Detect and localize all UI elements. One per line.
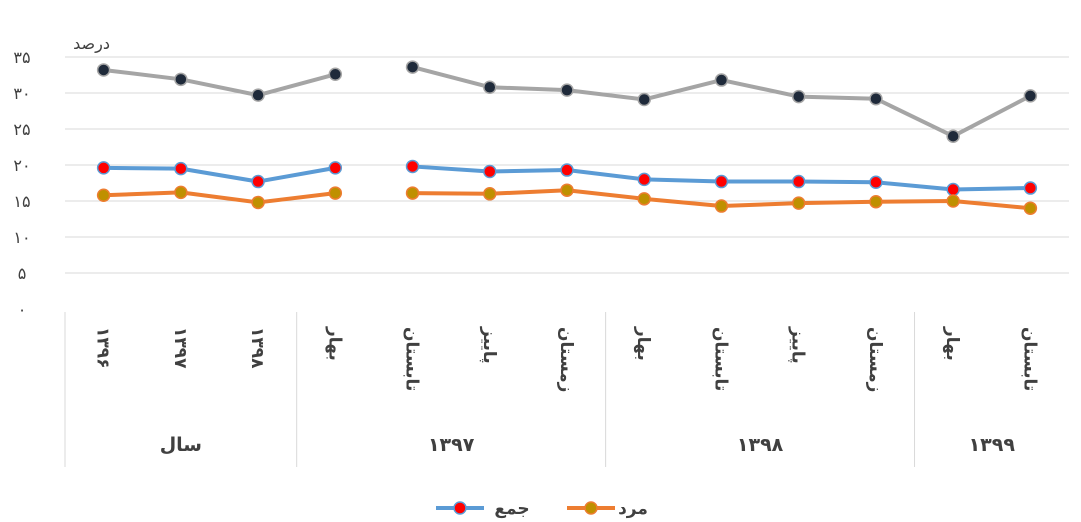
data-point	[251, 174, 265, 189]
y-tick-label: ۵	[18, 264, 27, 283]
data-point	[96, 63, 111, 77]
data-point	[791, 174, 806, 189]
data-point	[1023, 89, 1038, 103]
y-tick-label: ۱۵	[13, 192, 30, 211]
data-point	[174, 185, 188, 200]
x-axis-category-labels: ۱۳۹۶ ۱۳۹۷ ۱۳۹۸ بهار تابستان پاییز زمستان بهار تا…	[93, 326, 1040, 392]
y-tick-label: ۳۰	[13, 84, 30, 103]
x-category-label: تابستان	[710, 327, 730, 391]
x-category-label: ۱۳۹۸	[247, 327, 267, 369]
y-tick-label: ۳۵	[13, 48, 30, 67]
data-point	[714, 73, 729, 87]
legend-swatch-marker	[453, 501, 467, 515]
x-group-label: سال	[160, 434, 202, 456]
series-line	[101, 190, 338, 205]
x-category-label: زمستان	[556, 327, 576, 392]
legend[interactable]: جمع مرد	[436, 499, 648, 519]
x-category-label: بهار	[942, 326, 962, 361]
data-point	[637, 192, 651, 206]
data-point	[637, 172, 651, 187]
x-category-label: زمستان	[865, 327, 885, 392]
data-point	[560, 163, 574, 177]
legend-label: مرد	[618, 499, 648, 519]
data-point	[560, 83, 574, 97]
data-point	[328, 161, 343, 175]
category-dividers	[64, 312, 916, 467]
y-tick-label: ۲۵	[13, 120, 30, 139]
data-point	[714, 199, 729, 213]
data-series	[96, 60, 1038, 215]
data-point	[251, 195, 265, 210]
data-point	[560, 183, 574, 197]
series-2	[96, 183, 1038, 215]
data-point	[946, 182, 960, 197]
data-point	[483, 164, 497, 179]
data-point	[869, 92, 883, 106]
data-point	[328, 186, 343, 200]
x-category-label: پاییز	[479, 326, 499, 364]
legend-item[interactable]: مرد	[567, 499, 648, 519]
x-category-label: پاییز	[788, 326, 808, 364]
data-point	[946, 129, 960, 143]
legend-swatch-marker	[584, 501, 598, 515]
data-point	[637, 92, 651, 107]
data-point	[946, 194, 960, 208]
x-group-label: ۱۳۹۷	[428, 434, 475, 456]
series-line	[101, 165, 338, 184]
x-category-label: ۱۳۹۶	[93, 327, 113, 369]
y-axis-ticks: ۰ ۵ ۱۰ ۱۵ ۲۰ ۲۵ ۳۰ ۳۵	[13, 48, 30, 319]
data-point	[405, 60, 420, 74]
series-0	[96, 60, 1038, 143]
data-point	[251, 88, 265, 102]
x-group-label: ۱۳۹۹	[969, 434, 1016, 456]
y-tick-label: ۲۰	[13, 156, 30, 175]
series-line	[101, 67, 338, 98]
data-point	[174, 72, 188, 87]
data-point	[328, 67, 343, 82]
data-point	[714, 174, 729, 189]
x-category-label: تابستان	[402, 327, 422, 391]
data-point	[405, 159, 420, 174]
data-point	[869, 194, 883, 209]
data-point	[96, 161, 111, 175]
x-category-label: بهار	[324, 326, 344, 361]
data-point	[483, 187, 497, 201]
y-tick-label: ۱۰	[13, 228, 30, 247]
y-axis-label: درصد	[73, 34, 110, 54]
x-category-label: ۱۳۹۷	[170, 327, 190, 369]
data-point	[791, 196, 806, 210]
data-point	[1023, 201, 1038, 215]
legend-item[interactable]: جمع	[436, 499, 530, 519]
x-group-label: ۱۳۹۸	[737, 434, 784, 456]
data-point	[96, 188, 111, 202]
data-point	[1023, 181, 1038, 195]
x-axis-group-labels: سال ۱۳۹۷ ۱۳۹۸ ۱۳۹۹	[160, 434, 1016, 456]
y-tick-label: ۰	[18, 300, 27, 319]
data-point	[405, 186, 420, 200]
x-category-label: تابستان	[1019, 327, 1039, 391]
data-point	[869, 175, 883, 190]
data-point	[174, 161, 188, 176]
data-point	[483, 80, 497, 94]
series-1	[96, 159, 1038, 197]
x-category-label: بهار	[633, 326, 653, 361]
data-point	[791, 89, 806, 104]
legend-label: جمع	[494, 499, 529, 519]
